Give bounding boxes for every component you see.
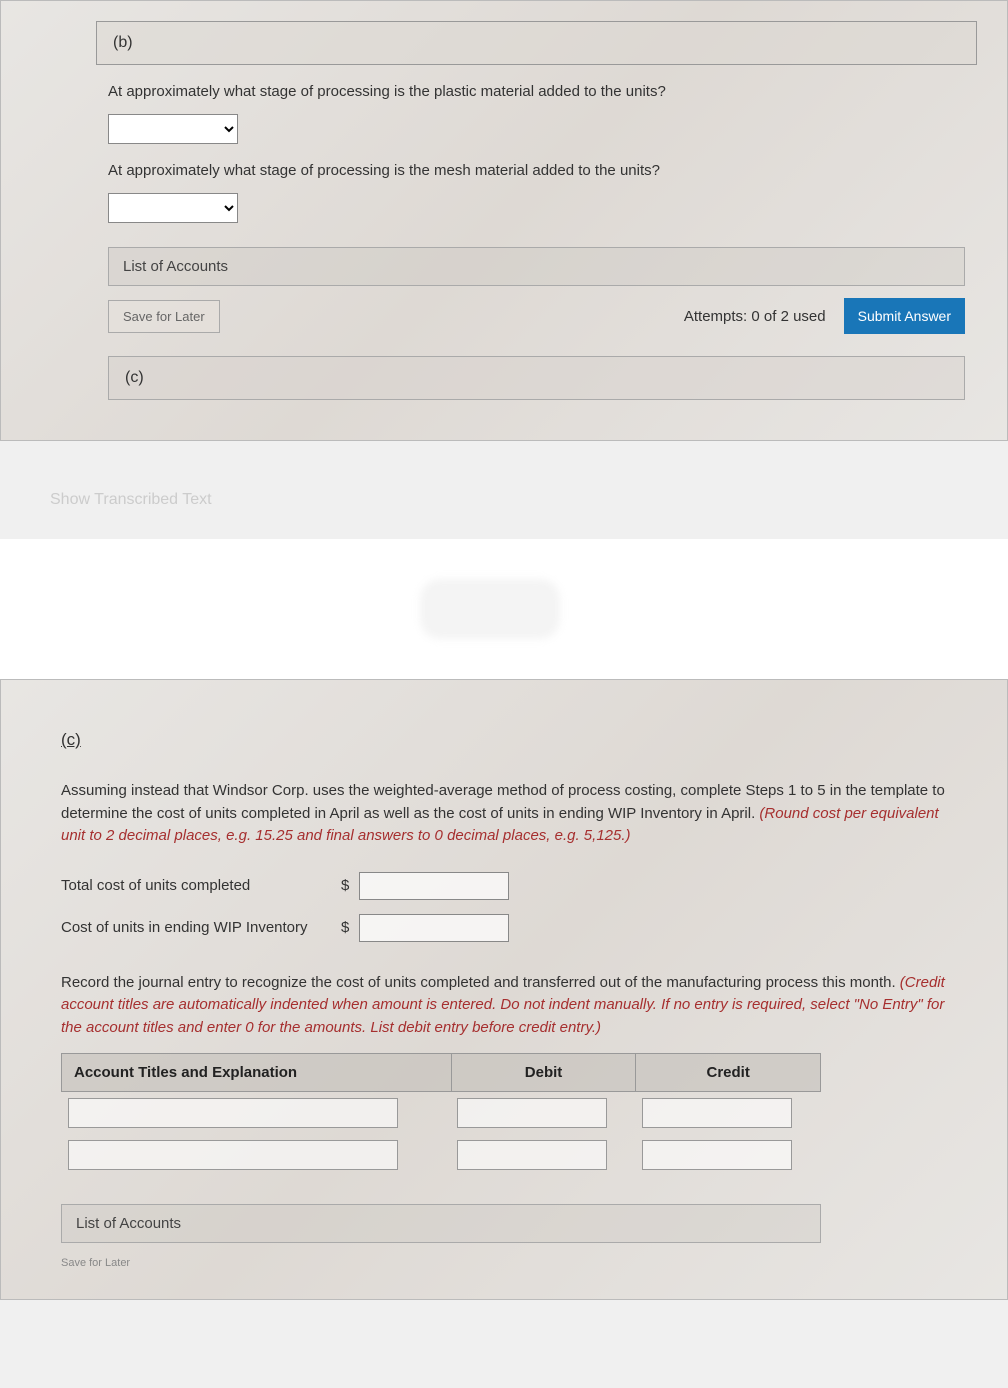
account-title-input-1[interactable] — [68, 1098, 398, 1128]
gap-region — [0, 539, 1008, 679]
part-c-instructions: Assuming instead that Windsor Corp. uses… — [61, 780, 947, 848]
journal-plain: Record the journal entry to recognize th… — [61, 974, 900, 991]
col-debit: Debit — [451, 1054, 636, 1092]
dollar-sign: $ — [341, 877, 349, 894]
credit-input-1[interactable] — [642, 1098, 792, 1128]
ending-wip-cost-label: Cost of units in ending WIP Inventory — [61, 919, 331, 936]
table-row — [62, 1092, 821, 1135]
submit-answer-button[interactable]: Submit Answer — [844, 298, 965, 334]
question-mesh: At approximately what stage of processin… — [108, 162, 965, 179]
part-c-label: (c) — [61, 730, 947, 750]
mesh-stage-select[interactable] — [108, 193, 238, 223]
debit-input-1[interactable] — [457, 1098, 607, 1128]
attempts-text: Attempts: 0 of 2 used — [684, 308, 826, 325]
ending-wip-cost-input[interactable] — [359, 914, 509, 942]
part-c-collapsed-label[interactable]: (c) — [108, 356, 965, 400]
save-for-later-button[interactable]: Save for Later — [108, 300, 220, 333]
journal-entry-table: Account Titles and Explanation Debit Cre… — [61, 1053, 821, 1176]
col-account-titles: Account Titles and Explanation — [62, 1054, 452, 1092]
list-of-accounts-link-c[interactable]: List of Accounts — [61, 1204, 821, 1243]
part-c-panel: (c) Assuming instead that Windsor Corp. … — [0, 679, 1008, 1300]
journal-entry-instructions: Record the journal entry to recognize th… — [61, 972, 947, 1040]
total-cost-completed-label: Total cost of units completed — [61, 877, 331, 894]
bottom-cutoff-text: Save for Later — [61, 1257, 947, 1269]
col-credit: Credit — [636, 1054, 821, 1092]
part-b-label: (b) — [96, 21, 977, 65]
list-of-accounts-link[interactable]: List of Accounts — [108, 247, 965, 286]
plastic-stage-select[interactable] — [108, 114, 238, 144]
credit-input-2[interactable] — [642, 1140, 792, 1170]
part-b-panel: (b) At approximately what stage of proce… — [0, 0, 1008, 441]
total-cost-completed-input[interactable] — [359, 872, 509, 900]
show-transcribed-text[interactable]: Show Transcribed Text — [0, 461, 1008, 539]
dollar-sign: $ — [341, 919, 349, 936]
table-row — [62, 1134, 821, 1176]
question-plastic: At approximately what stage of processin… — [108, 83, 965, 100]
debit-input-2[interactable] — [457, 1140, 607, 1170]
account-title-input-2[interactable] — [68, 1140, 398, 1170]
